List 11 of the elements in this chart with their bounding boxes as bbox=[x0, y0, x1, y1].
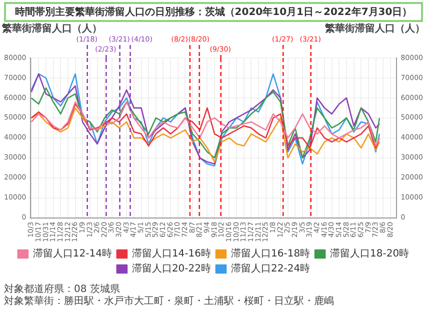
legend-label: 滞留人口12-14時 bbox=[32, 248, 112, 260]
legend-label: 滞留人口18-20時 bbox=[330, 248, 410, 260]
legend-label: 滞留人口16-18時 bbox=[231, 248, 310, 260]
legend-label: 滞留人口22-24時 bbox=[231, 262, 310, 275]
y-axis-title: 繁華街滞留人口（人） bbox=[1, 22, 102, 35]
legend-label: 滞留人口20-22時 bbox=[132, 262, 212, 275]
legend-label: 滞留人口14-16時 bbox=[132, 248, 212, 260]
chart-title: 時間帯別主要繁華街滞留人口の日別推移：茨城（2020年10月1日～2022年7月30日） bbox=[4, 2, 423, 22]
text: 対象都道府県：08 茨城県 bbox=[4, 284, 121, 296]
text: 対象繁華街：勝田駅・水戸市大工町・泉町・土浦駅・桜町・日立駅・鹿嶋 bbox=[4, 296, 335, 308]
y2-axis-title: 繁華街滞留人口（人） bbox=[324, 22, 425, 35]
